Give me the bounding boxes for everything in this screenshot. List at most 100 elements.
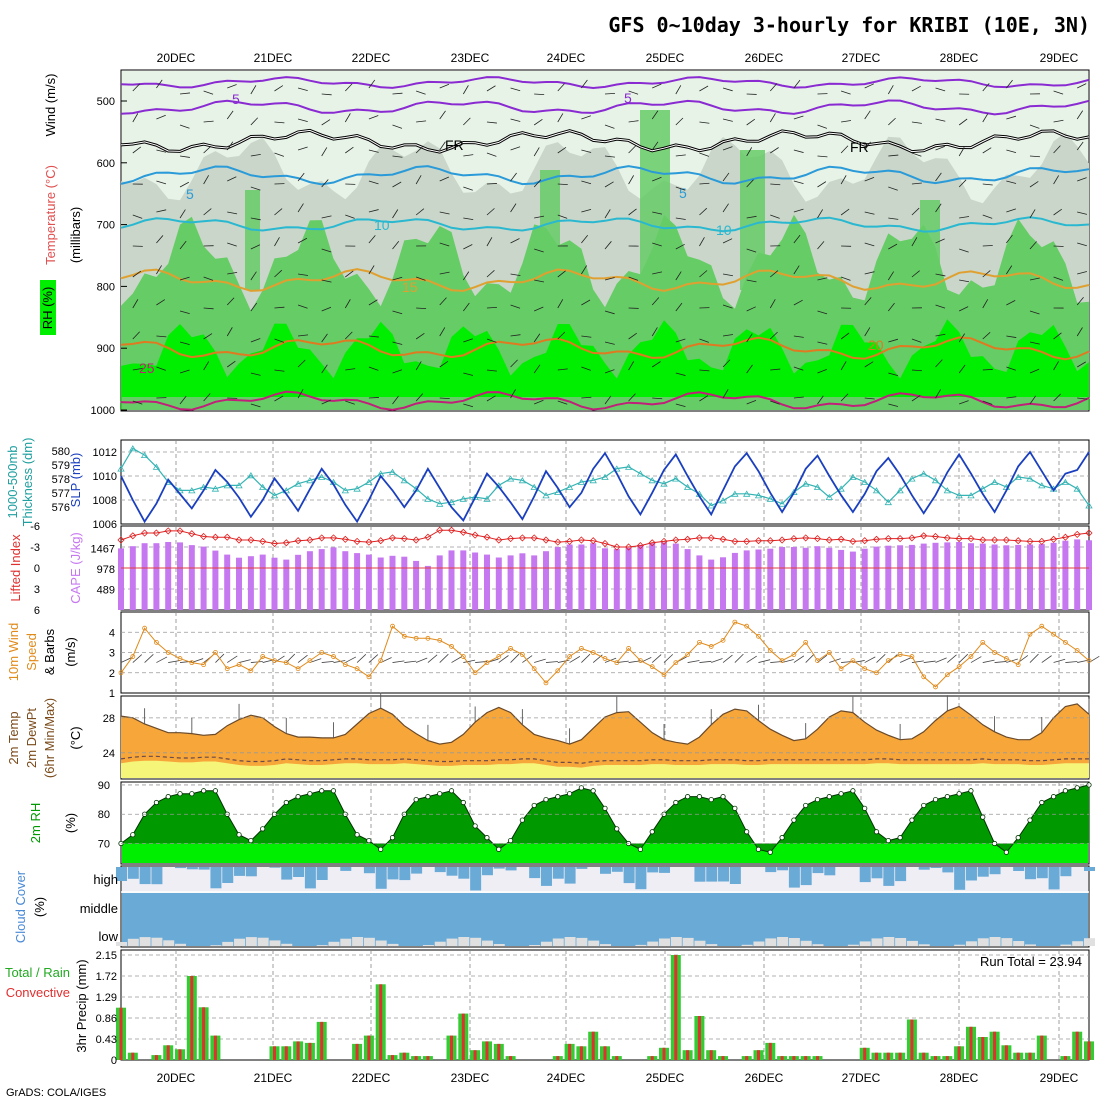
wind-barb	[510, 118, 521, 122]
wind-10m-point	[933, 684, 938, 690]
wind-10m-point	[1015, 662, 1021, 668]
wind-barb	[368, 366, 379, 371]
cloud-low-gap	[564, 937, 576, 946]
wind-barb	[864, 141, 871, 151]
wind-units-label: (m/s)	[63, 637, 78, 667]
wind-barb	[840, 276, 851, 281]
cloud-high-bar	[375, 867, 387, 889]
wind-barb	[840, 208, 850, 216]
wind-barb	[345, 331, 353, 340]
cloud-low-gap	[670, 937, 682, 946]
wind-barb	[203, 333, 213, 340]
rh-2m-point	[850, 788, 856, 794]
wind-10m-point	[295, 666, 301, 672]
precip-convective-bar	[450, 1035, 453, 1060]
cloud-high-bar	[470, 867, 482, 891]
wind-barb	[392, 310, 403, 315]
wind-barb	[628, 208, 637, 216]
rh-2m-point	[685, 794, 691, 800]
cape-bar	[696, 555, 703, 610]
lifted-point	[931, 532, 940, 541]
wind-barb	[274, 395, 284, 402]
cloud-high-bar	[186, 867, 198, 870]
cape-bar	[1074, 539, 1081, 610]
wind-10m-barb	[120, 657, 133, 663]
rh-2m-point	[307, 791, 313, 797]
cloud-high-bar	[552, 867, 564, 879]
wind-barb	[911, 85, 921, 92]
wind-10m-point	[425, 635, 431, 641]
lifted-point	[955, 535, 963, 543]
rh-2m-point	[1003, 849, 1009, 855]
rh-2m-point	[814, 796, 821, 803]
cloud-low-gap	[470, 937, 482, 946]
wind-barb	[840, 90, 851, 95]
slp-tick: 1012	[93, 447, 117, 459]
wind-barb	[1053, 208, 1062, 216]
wind-barb	[368, 265, 375, 275]
wind-barb	[156, 265, 162, 275]
cloud-high-bar	[729, 867, 741, 884]
wind-barb	[486, 306, 497, 309]
wind-barb	[793, 180, 804, 185]
wind-barb	[604, 124, 615, 129]
wind-barb	[156, 299, 166, 306]
temp-area	[121, 703, 1089, 778]
wind-10m-point	[1062, 639, 1068, 645]
wind-10m-point	[401, 633, 407, 639]
cloud-high-bar	[647, 867, 659, 873]
lifted-point	[790, 535, 798, 543]
wind-barb	[156, 209, 167, 213]
lifted-point	[672, 536, 680, 544]
wind-barb	[203, 145, 212, 154]
wind-barb	[392, 124, 403, 129]
thickness-point	[530, 483, 538, 490]
wind-barb	[486, 395, 496, 402]
rh-2m-point	[909, 817, 915, 823]
thickness-point	[754, 492, 763, 499]
rh-2m-point	[779, 835, 785, 841]
cloud-low-gap	[977, 938, 989, 946]
wind-barb	[1006, 265, 1013, 275]
wind-10m-barb	[321, 660, 334, 663]
wind-10m-barb	[923, 660, 936, 663]
thickness-point	[353, 485, 361, 492]
wind-barb	[1006, 115, 1017, 120]
cloud-high-bar	[245, 867, 257, 877]
wind-barbs-label: & Barbs	[42, 628, 57, 675]
precip-convective-bar	[768, 1042, 772, 1060]
wind-10m-barb	[439, 653, 449, 663]
wind-barb	[1029, 155, 1040, 158]
wind-barb	[770, 147, 779, 154]
wind-10m-panel: 4 3 2 1 10m Wind Speed & Barbs (m/s)	[6, 611, 1100, 700]
wind-10m-barb	[758, 659, 771, 663]
wind-10m-point	[248, 668, 254, 674]
cloud-high-bar	[222, 867, 234, 883]
wind-barb	[463, 403, 474, 408]
lifted-point	[353, 537, 361, 545]
wind-barb	[793, 208, 804, 213]
thickness-point	[1026, 475, 1034, 482]
wind-barb	[227, 242, 237, 247]
wind-barb	[179, 395, 187, 405]
wind-barb	[817, 155, 828, 158]
thickness-point	[672, 475, 680, 482]
wind-10m-point	[980, 639, 986, 645]
wind-barb	[722, 118, 733, 122]
lifted-point	[306, 536, 314, 544]
cloud-low-gap	[788, 938, 800, 946]
wind-barb	[392, 92, 403, 95]
wind-barb	[1076, 297, 1084, 306]
temp-line	[120, 703, 1090, 745]
wind-barb	[132, 299, 139, 309]
wind-barb	[604, 181, 614, 188]
cape-bar	[141, 543, 148, 610]
upper-air-panel: 5 5 FR FR 5 5 10 10 15 20 25 500 600 700 800 900 1000 (mi…	[40, 69, 1090, 417]
wind-10m-barb	[227, 655, 238, 663]
wind-barb	[439, 297, 447, 306]
upper-air-units-label: (millibars)	[68, 207, 83, 263]
wind-barb	[911, 152, 922, 157]
cloud-high-bar	[139, 867, 151, 885]
wind-10m-barb	[1065, 661, 1078, 663]
